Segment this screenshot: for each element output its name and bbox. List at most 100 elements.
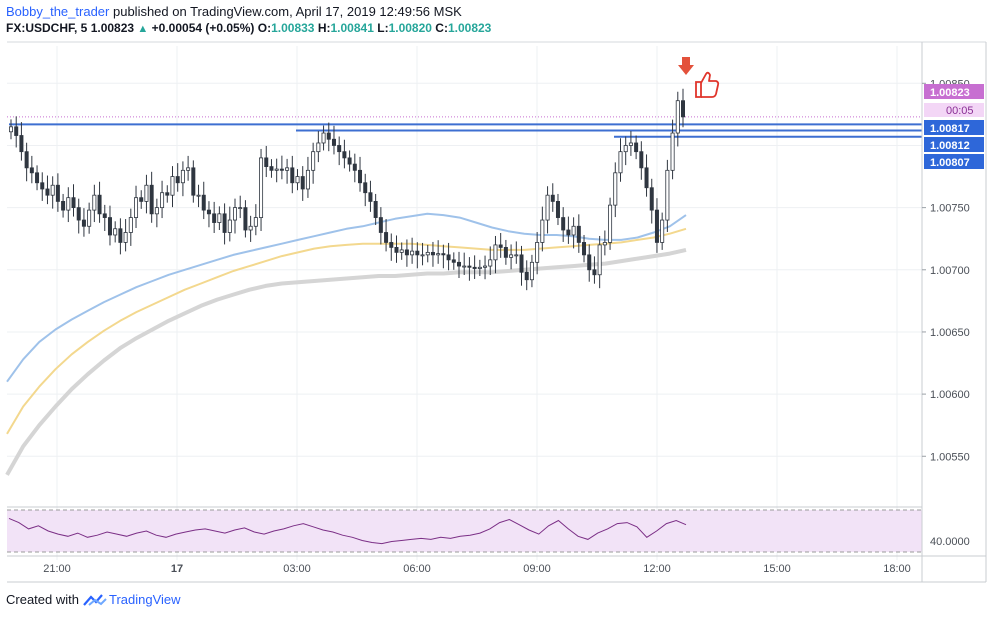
candle-body-up <box>50 184 55 196</box>
candle <box>279 155 284 180</box>
author-link[interactable]: Bobby_the_trader <box>6 4 110 19</box>
candle <box>394 235 399 263</box>
header-line-1: Bobby_the_trader published on TradingVie… <box>6 4 462 19</box>
candle <box>331 125 336 155</box>
candle-body-up <box>305 169 310 190</box>
candle-body-down <box>441 253 446 256</box>
candle <box>456 251 461 278</box>
level-badge: 1.00807 <box>924 154 984 169</box>
candle <box>498 232 503 258</box>
candle-body-down <box>519 254 524 273</box>
candle-body-down <box>337 145 342 153</box>
candle <box>368 180 373 212</box>
candle-body-up <box>675 100 680 134</box>
candle <box>576 214 581 253</box>
candle <box>483 255 488 280</box>
candle <box>613 162 618 218</box>
level-badge-text: 1.00807 <box>930 157 970 169</box>
candle <box>441 244 446 269</box>
tradingview-link[interactable]: TradingView <box>108 592 181 607</box>
candle <box>639 141 644 180</box>
candle <box>654 198 659 253</box>
candle-body-down <box>384 232 389 243</box>
candle <box>321 125 326 151</box>
candle-body-down <box>331 138 336 146</box>
candle <box>274 158 279 183</box>
candle-body-up <box>436 253 441 256</box>
candle-body-down <box>550 194 555 202</box>
candle <box>24 142 29 182</box>
candle <box>232 198 237 234</box>
price-badge-bg <box>924 84 984 99</box>
candle-body-up <box>92 194 97 211</box>
candle <box>545 186 550 234</box>
candle <box>535 231 540 275</box>
candle-body-down <box>76 207 81 221</box>
candle-body-up <box>529 261 534 281</box>
candle <box>337 136 342 166</box>
candle <box>300 166 305 201</box>
candles <box>8 88 686 291</box>
candle-body-down <box>71 197 76 209</box>
candle <box>675 91 680 147</box>
candle-body-down <box>681 100 686 118</box>
candle-body-up <box>113 228 118 236</box>
x-tick-label: 18:00 <box>883 563 911 575</box>
candle-body-up <box>514 254 519 257</box>
candle <box>217 206 222 230</box>
candle-body-down <box>300 176 305 190</box>
candle-body-down <box>644 167 649 189</box>
candle <box>253 204 258 236</box>
sma-mid-line <box>6 227 687 435</box>
candle-body-down <box>342 151 347 159</box>
candle <box>66 187 71 223</box>
candle-body-down <box>576 225 581 243</box>
candle-body-down <box>582 242 587 256</box>
candle-body-up <box>295 176 300 184</box>
candle-body-down <box>378 217 383 233</box>
candle-body-down <box>19 135 24 153</box>
candle-body-down <box>222 213 227 233</box>
candle-body-up <box>274 168 279 171</box>
candle <box>436 240 441 264</box>
candle-body-down <box>394 247 399 253</box>
candle-body-down <box>55 184 60 202</box>
candle-body-down <box>587 254 592 271</box>
candle <box>134 185 139 229</box>
candle <box>425 244 430 263</box>
candle <box>264 145 269 178</box>
candle <box>451 252 456 270</box>
candle <box>681 88 686 128</box>
candle-body-down <box>498 244 503 248</box>
x-tick-label: 03:00 <box>283 563 311 575</box>
candle-body-up <box>134 197 139 218</box>
candle-body-up <box>613 172 618 206</box>
candle <box>514 241 519 264</box>
candle-body-down <box>456 261 461 267</box>
candle-body-up <box>259 157 264 218</box>
level-badge: 1.00817 <box>924 120 984 135</box>
candle-body-up <box>180 169 185 184</box>
candle-body-down <box>201 194 206 211</box>
l-value: 1.00820 <box>388 21 432 35</box>
candle <box>410 237 415 264</box>
candle-body-down <box>352 163 357 171</box>
candle-body-down <box>649 187 654 211</box>
o-value: 1.00833 <box>271 21 315 35</box>
rsi-pane: 40.0000 <box>7 509 970 553</box>
candle-body-up <box>535 242 540 263</box>
candle-body-up <box>618 151 623 174</box>
candle <box>8 119 13 140</box>
candle-body-up <box>87 209 92 227</box>
axes: 1.008501.007501.007001.006501.006001.005… <box>7 41 987 583</box>
candle-body-up <box>571 225 576 236</box>
candle-body-up <box>545 194 550 221</box>
candle-body-up <box>316 142 321 153</box>
candle <box>555 193 560 226</box>
candle <box>404 239 409 267</box>
candle <box>19 122 24 161</box>
candle-body-down <box>654 209 659 243</box>
candle <box>259 148 264 231</box>
y-tick-label: 1.00550 <box>930 451 970 463</box>
